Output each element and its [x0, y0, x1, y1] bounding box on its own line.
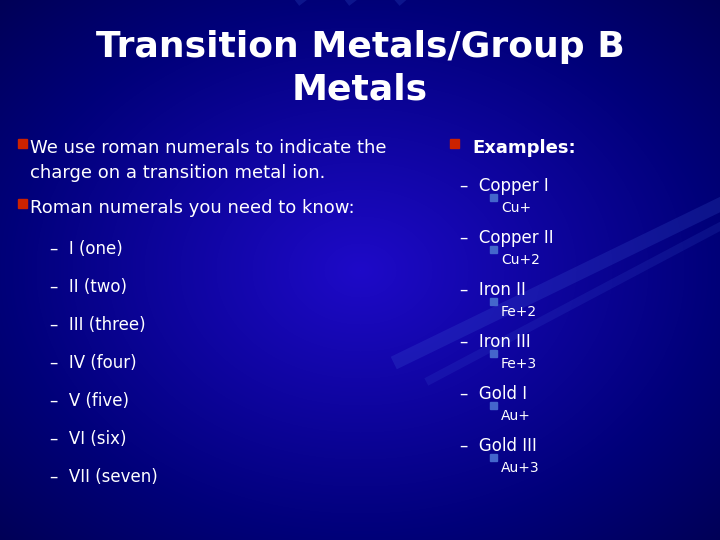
Text: –  Iron III: – Iron III — [460, 333, 531, 351]
Bar — [450, 138, 459, 147]
Text: –  VII (seven): – VII (seven) — [50, 468, 158, 486]
Text: Roman numerals you need to know:: Roman numerals you need to know: — [30, 199, 355, 217]
Text: Cu+: Cu+ — [501, 201, 531, 215]
Text: –  IV (four): – IV (four) — [50, 354, 137, 372]
Text: –  Iron II: – Iron II — [460, 281, 526, 299]
Bar — [490, 193, 497, 200]
Text: Au+: Au+ — [501, 409, 531, 423]
Text: Fe+3: Fe+3 — [501, 357, 537, 371]
Text: –  Copper II: – Copper II — [460, 229, 554, 247]
Bar — [490, 246, 497, 253]
Text: –  Gold I: – Gold I — [460, 385, 527, 403]
Text: –  Copper I: – Copper I — [460, 177, 549, 195]
Bar — [490, 402, 497, 408]
Bar — [490, 298, 497, 305]
Text: –  II (two): – II (two) — [50, 278, 127, 296]
Text: –  V (five): – V (five) — [50, 392, 129, 410]
Bar — [490, 349, 497, 356]
Text: –  VI (six): – VI (six) — [50, 430, 127, 448]
Bar — [18, 199, 27, 207]
Text: Examples:: Examples: — [472, 139, 575, 157]
Text: –  I (one): – I (one) — [50, 240, 122, 258]
Bar — [18, 138, 27, 147]
Bar — [490, 454, 497, 461]
Text: Fe+2: Fe+2 — [501, 305, 537, 319]
Text: –  III (three): – III (three) — [50, 316, 145, 334]
Text: –  Gold III: – Gold III — [460, 437, 537, 455]
Text: Cu+2: Cu+2 — [501, 253, 540, 267]
Text: Transition Metals/Group B
Metals: Transition Metals/Group B Metals — [96, 30, 624, 106]
Text: We use roman numerals to indicate the
charge on a transition metal ion.: We use roman numerals to indicate the ch… — [30, 139, 387, 182]
Text: Au+3: Au+3 — [501, 461, 539, 475]
